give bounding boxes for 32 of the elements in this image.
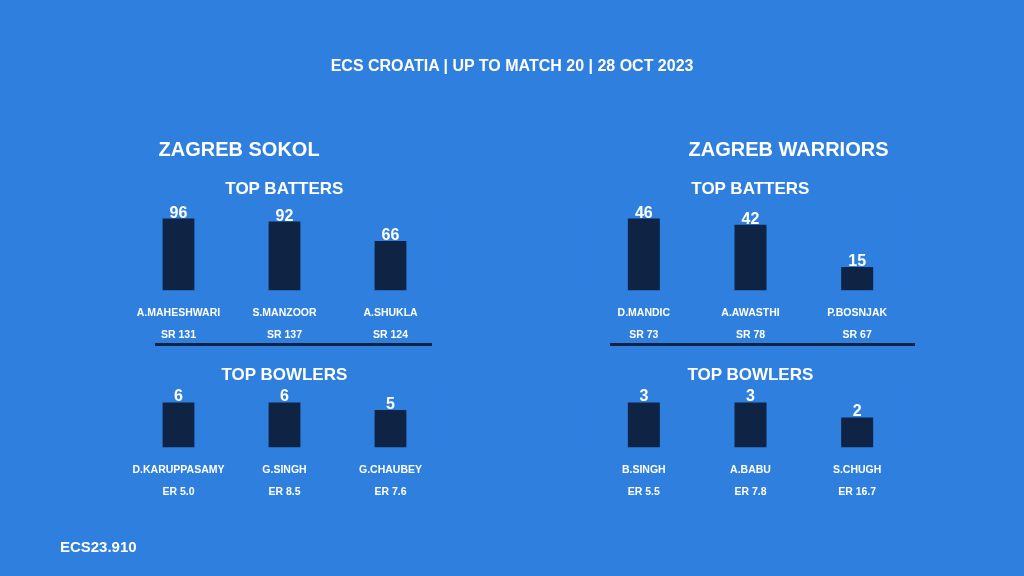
x-tick-label: G.SINGH ER 8.5 [262, 462, 307, 498]
chart-title: TOP BOWLERS [687, 364, 814, 384]
x-tick-label: P.BOSNJAK SR 67 [827, 305, 888, 341]
data-label: 66 [381, 226, 400, 243]
data-label: 5 [386, 394, 396, 412]
data-label: 15 [848, 252, 867, 270]
chart-title: ZAGREB WARRIORS [688, 137, 889, 160]
data-label: 6 [280, 387, 290, 405]
data-label: 6 [174, 387, 184, 405]
text: ECS23.910 [59, 538, 137, 556]
x-tick-label: S.MANZOOR SR 137 [252, 305, 317, 341]
x-tick-label: A.BABU ER 7.8 [730, 462, 771, 498]
data-label: 3 [746, 387, 756, 405]
data-label: 46 [634, 203, 653, 221]
data-label: 92 [275, 206, 294, 224]
x-tick-label: B.SINGH ER 5.5 [621, 462, 666, 498]
x-tick-label: S.CHUGH ER 16.7 [832, 462, 882, 498]
data-label: 3 [639, 387, 649, 405]
x-tick-label: D.KARUPPASAMY ER 5.0 [132, 462, 225, 498]
data-label: 2 [852, 402, 862, 420]
chart-title: TOP BOWLERS [221, 364, 348, 384]
chart-title: ZAGREB SOKOL [158, 137, 320, 160]
text: ECS CROATIA | UP TO MATCH 20 | 28 OCT 2023 [330, 56, 694, 74]
x-tick-label: A.AWASTHI SR 78 [721, 305, 780, 341]
x-tick-label: D.MANDIC SR 73 [617, 305, 671, 341]
x-tick-label: G.CHAUBEY ER 7.6 [359, 462, 423, 498]
data-label: 96 [169, 203, 188, 221]
chart-subtitle: TOP BATTERS [225, 178, 344, 198]
x-tick-label: A.MAHESHWARI SR 131 [136, 305, 221, 341]
data-label: 42 [741, 209, 760, 227]
x-tick-label: A.SHUKLA SR 124 [363, 305, 419, 341]
chart-subtitle: TOP BATTERS [691, 178, 810, 198]
